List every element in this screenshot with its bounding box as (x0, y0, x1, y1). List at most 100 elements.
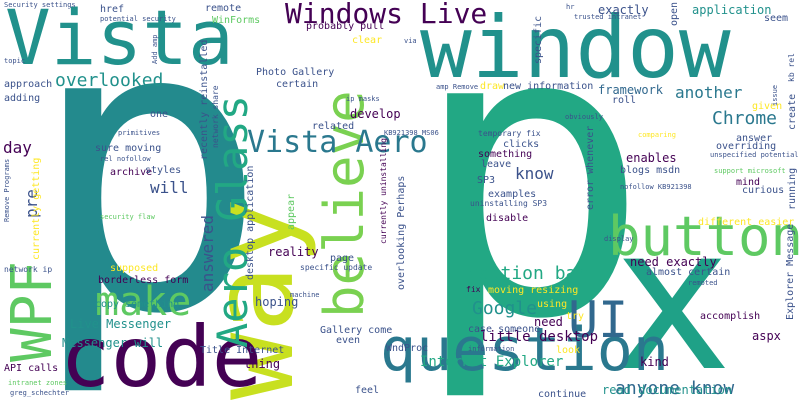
word-draw: draw (480, 81, 505, 92)
word-fix: fix (466, 285, 481, 294)
word-nofollow-kb: nofollow KB921398 (620, 183, 692, 191)
word-hr: hr (566, 3, 575, 11)
word-using: using (537, 299, 568, 310)
word-uninstalling-sp3: uninstalling SP3 (470, 199, 548, 208)
word-know: know (515, 164, 554, 183)
word-reality: reality (268, 245, 319, 259)
word-thing: thing (244, 357, 281, 371)
word-photo-gallery: Photo Gallery (256, 67, 335, 78)
word-clicks: clicks (503, 139, 540, 150)
word-primitives: primitives (118, 129, 161, 137)
word-styles: styles (145, 165, 182, 176)
word-application: application (692, 3, 772, 17)
word-archive: archive (110, 167, 153, 178)
word-window: window (420, 0, 731, 98)
word-another: another (675, 83, 743, 102)
word-even: even (336, 335, 361, 346)
word-display: display (604, 235, 634, 243)
word-something: something (478, 149, 533, 160)
word-different-easier: different easier (698, 217, 795, 228)
word-need-exactly: need exactly (630, 255, 717, 269)
word-href: href (100, 4, 125, 15)
word-gallery-come: Gallery come (320, 325, 393, 336)
word-mind: mind (736, 177, 761, 188)
word-running: running (787, 167, 798, 210)
word-leave: leave (481, 159, 512, 170)
word-p-left: p (28, 0, 269, 400)
word-framework: framework (598, 83, 664, 97)
word-amp-remove: amp Remove (436, 83, 479, 91)
word-security-settings: Security settings (4, 1, 76, 9)
word-exactly: exactly (598, 3, 649, 17)
word-trusted-intranet: trusted intranet (574, 13, 642, 21)
word-aspx: aspx (752, 329, 781, 343)
word-certain: certain (276, 79, 319, 90)
word-probably-pull: probably pull (306, 21, 385, 32)
word-kb921398: KB921398 MS06 (384, 129, 439, 137)
word-wndproc: WndProc (386, 343, 429, 354)
word-page: page (330, 253, 355, 264)
word-new-information: new information (503, 81, 594, 92)
word-winforms: WinForms (212, 15, 261, 26)
word-read-documentation: read documentation (602, 383, 733, 397)
word-live-messenger: Live Messenger (70, 317, 172, 331)
word-related: related (312, 121, 355, 132)
word-continue: continue (538, 389, 587, 400)
word-remove-programs: Remove Programs (3, 158, 11, 222)
word-develop: develop (350, 107, 401, 121)
word-given: given (752, 101, 783, 112)
word-wpf: WPF (0, 260, 65, 362)
word-little-desktop: little desktop (480, 329, 599, 345)
word-copy-something: copy something (95, 299, 180, 310)
word-roll: roll (612, 95, 637, 106)
word-case-someone: case someone (468, 324, 541, 335)
word-information: information (468, 345, 515, 353)
word-greg-schechter: greg_schechter (10, 389, 70, 397)
word-enables: enables (626, 151, 677, 165)
word-remote: remote (205, 3, 242, 14)
word-adding: adding (4, 93, 41, 104)
word-remoted: remoted (688, 279, 718, 287)
word-chrome: Chrome (712, 108, 778, 129)
word-vista: Vista (5, 0, 234, 82)
word-via: via (404, 37, 417, 45)
word-unspecified-potential: unspecified potential (710, 151, 799, 159)
word-vista-aero: Vista Aero (247, 125, 428, 160)
word-sure-moving: sure moving (95, 143, 162, 154)
word-explorer-message: Explorer Message (785, 223, 796, 320)
word-supposed: supposed (110, 263, 159, 274)
word-specific: specific (533, 15, 544, 64)
word-title-internet: Title Internet (200, 345, 285, 356)
word-network-ip: network ip (4, 265, 53, 274)
word-ip-masks: ip masks (346, 95, 380, 103)
word-comparing: comparing (638, 131, 676, 139)
word-borderless-form: borderless form (98, 275, 189, 286)
word-day: day (3, 138, 32, 157)
word-kind: kind (640, 355, 669, 369)
word-windows-live: Windows Live (285, 0, 488, 30)
word-disable: disable (486, 213, 529, 224)
word-make: make (95, 279, 192, 325)
word-machine: machine (290, 291, 320, 299)
word-overriding: overriding (716, 141, 777, 152)
word-intranet-zones: intranet zones (8, 379, 68, 387)
word-api-calls: API calls (4, 363, 59, 374)
word-p-right: p (410, 0, 651, 400)
word-security-flaw: security flaw (100, 213, 155, 221)
word-appear: appear (286, 193, 297, 230)
word-caption-bar: caption bar (468, 263, 588, 284)
word-examples: examples (488, 189, 537, 200)
word-error-whenever: error whenever (585, 125, 596, 210)
word-code: code (60, 308, 263, 400)
word-messenger-will: Messenger will (62, 336, 164, 350)
word-one: one (150, 109, 169, 120)
word-answer: answer (736, 133, 773, 144)
word-need: need (534, 315, 563, 329)
word-topic: topic (4, 57, 26, 65)
word-x: x (612, 183, 733, 400)
word-almost-certain: almost certain (646, 267, 731, 278)
word-desktop-application: desktop application (245, 165, 256, 280)
word-will: will (150, 178, 189, 197)
word-answered: answered (198, 214, 217, 292)
